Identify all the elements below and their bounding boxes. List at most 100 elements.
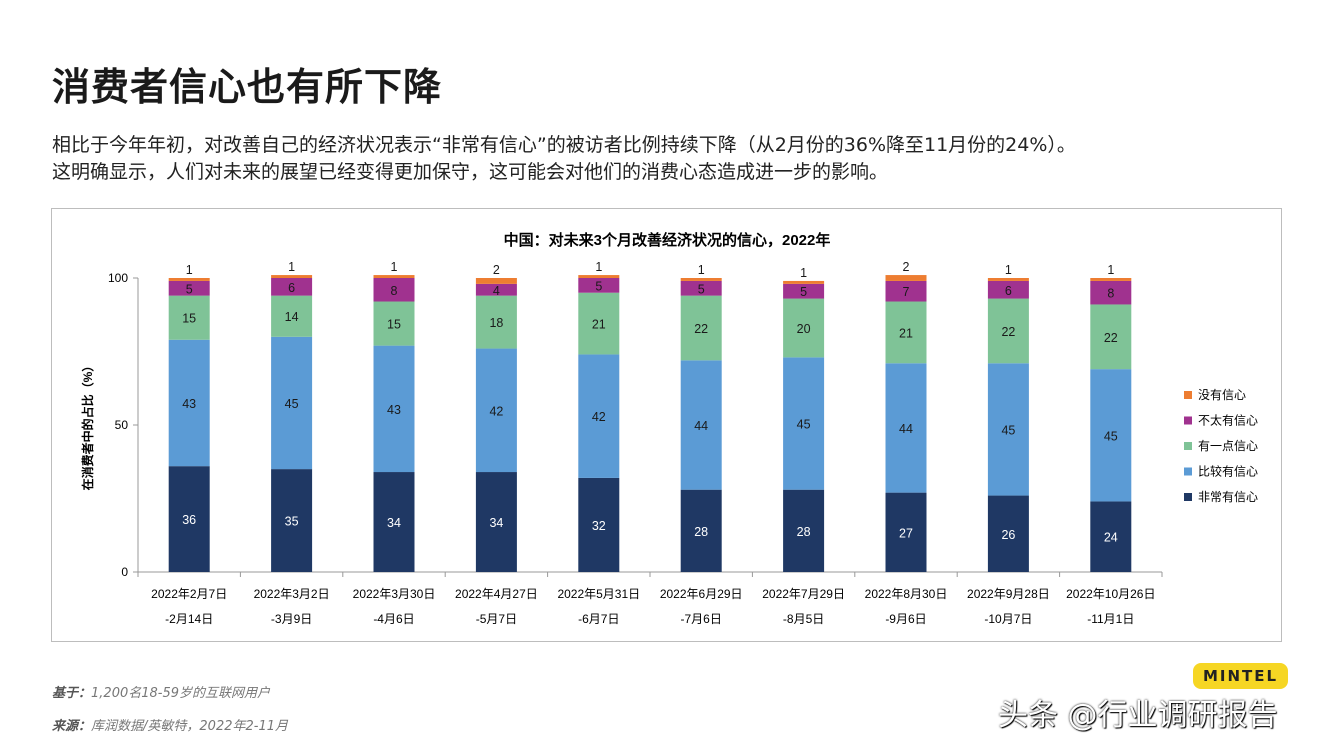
bar-segment-3	[475, 283, 517, 296]
bar-segment-4	[475, 278, 517, 284]
bar-segment-1	[475, 348, 517, 473]
bar-segment-1	[987, 363, 1029, 496]
data-label: 44	[899, 422, 913, 436]
legend-swatch	[1184, 391, 1192, 399]
data-label: 14	[285, 310, 299, 324]
bar-segment-2	[373, 301, 415, 346]
x-tick-label: -6月7日	[578, 612, 619, 626]
x-tick-label: 2022年4月27日	[455, 587, 538, 601]
bar-segment-2	[987, 298, 1029, 364]
data-label: 42	[592, 410, 606, 424]
x-tick-label: -11月1日	[1087, 612, 1134, 626]
base-text: 1,200名18-59岁的互联网用户	[91, 686, 271, 701]
data-label: 1	[1005, 263, 1012, 277]
data-label: 1	[391, 260, 398, 274]
bar-segment-2	[475, 295, 517, 349]
mintel-logo: MINTEL	[1193, 663, 1289, 689]
bar-segment-1	[885, 363, 927, 493]
bar-segment-2	[885, 301, 927, 364]
data-label: 6	[1005, 284, 1012, 298]
legend-swatch	[1184, 416, 1192, 425]
bar-segment-0	[168, 466, 210, 572]
x-tick-label: -8月5日	[783, 612, 824, 626]
bar-segment-1	[1090, 369, 1132, 502]
bar-segment-2	[1090, 304, 1132, 370]
bar-segment-0	[783, 489, 825, 572]
legend-swatch	[1184, 442, 1192, 450]
bar-segment-0	[271, 469, 313, 572]
bar-segment-2	[168, 295, 210, 340]
bar-segment-3	[578, 278, 620, 293]
watermark: 头条 @行业调研报告	[998, 698, 1278, 733]
bar-segment-0	[885, 492, 927, 572]
description-line-2: 这明确显示，人们对未来的展望已经变得更加保守，这可能会对他们的消费心态造成进一步…	[52, 161, 889, 183]
bar-segment-2	[680, 295, 722, 361]
data-label: 45	[1104, 429, 1118, 443]
x-tick-label: -9月6日	[885, 612, 926, 626]
chart-container: 中国：对未来3个月改善经济状况的信心，2022年 在消费者中的占比（%） 0 50…	[51, 208, 1282, 642]
base-note: 基于：1,200名18-59岁的互联网用户	[52, 682, 270, 701]
bar-segment-4	[373, 275, 415, 278]
x-tick-label: 2022年6月29日	[660, 587, 743, 601]
data-label: 2	[493, 263, 500, 277]
bar-segment-3	[987, 280, 1029, 299]
data-label: 34	[387, 516, 401, 530]
bar-segment-4	[987, 278, 1029, 281]
bar-segment-4	[885, 275, 927, 281]
data-label: 1	[698, 263, 705, 277]
legend-label: 不太有信心	[1198, 413, 1258, 428]
data-label: 6	[288, 281, 295, 295]
data-label: 21	[592, 318, 606, 332]
data-label: 22	[1001, 325, 1015, 339]
bar-segment-1	[578, 354, 620, 478]
bar-segment-2	[578, 292, 620, 355]
data-label: 36	[182, 513, 196, 527]
legend-label: 有一点信心	[1198, 439, 1258, 453]
x-tick-label: -3月9日	[271, 612, 312, 626]
bar-segment-1	[168, 339, 210, 467]
x-tick-label: -10月7日	[984, 612, 1032, 626]
data-label: 15	[387, 318, 401, 332]
bar-segment-3	[783, 283, 825, 299]
bar-segment-3	[680, 280, 722, 296]
data-label: 2	[903, 260, 910, 274]
x-tick-label: 2022年9月28日	[967, 587, 1050, 601]
bar-segment-3	[1090, 280, 1132, 305]
data-label: 27	[899, 526, 913, 540]
data-label: 4	[493, 284, 500, 298]
x-tick-label: 2022年5月31日	[557, 587, 640, 601]
bar-segment-0	[987, 495, 1029, 572]
y-tick-label: 0	[121, 565, 128, 579]
bar-segment-4	[168, 278, 210, 281]
bar-segment-1	[373, 345, 415, 473]
x-tick-label: 2022年10月26日	[1066, 587, 1155, 601]
x-tick-label: 2022年3月2日	[254, 587, 330, 601]
x-tick-label: -5月7日	[476, 612, 517, 626]
bar-segment-3	[373, 278, 415, 302]
data-label: 42	[489, 404, 503, 418]
data-label: 43	[387, 403, 401, 417]
legend-label: 比较有信心	[1198, 464, 1258, 479]
bar-segment-0	[680, 489, 722, 572]
bar-segment-4	[680, 278, 722, 281]
x-tick-label: -2月14日	[165, 612, 213, 626]
bar-segment-3	[885, 280, 927, 302]
source-label: 来源：	[52, 719, 92, 734]
bar-segment-1	[271, 336, 313, 470]
x-tick-label: 2022年3月30日	[353, 587, 436, 601]
data-label: 34	[489, 516, 503, 530]
data-label: 5	[186, 282, 193, 296]
data-label: 28	[797, 525, 811, 539]
page-title: 消费者信心也有所下降	[52, 65, 443, 109]
x-tick-label: -4月6日	[373, 612, 414, 626]
data-label: 1	[186, 263, 193, 277]
data-label: 21	[899, 326, 913, 340]
page-description: 相比于今年年初，对改善自己的经济状况表示“非常有信心”的被访者比例持续下降（从2…	[52, 132, 1076, 186]
data-label: 5	[698, 282, 705, 296]
data-label: 32	[592, 519, 606, 533]
data-label: 45	[1001, 423, 1015, 437]
data-label: 22	[1104, 331, 1118, 345]
bar-segment-4	[1090, 278, 1132, 281]
bar-segment-4	[578, 275, 620, 278]
data-label: 26	[1001, 528, 1015, 542]
